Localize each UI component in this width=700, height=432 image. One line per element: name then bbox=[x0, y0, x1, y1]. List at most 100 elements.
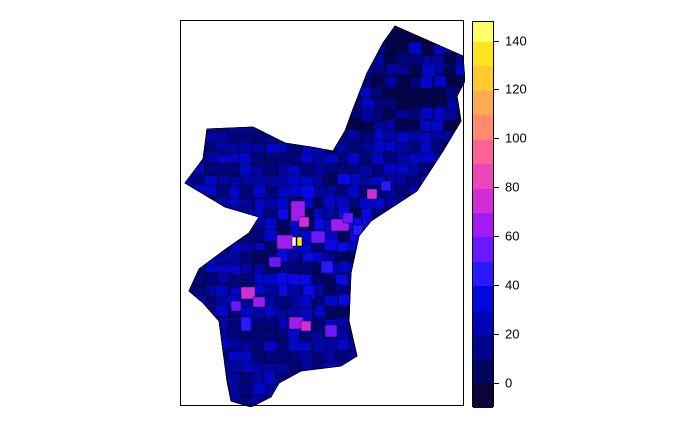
tract bbox=[457, 176, 465, 190]
tract bbox=[347, 152, 360, 167]
tract bbox=[265, 42, 278, 56]
tract bbox=[185, 151, 197, 166]
tract bbox=[446, 174, 459, 187]
tract bbox=[193, 184, 207, 198]
tract bbox=[350, 26, 366, 36]
tract bbox=[216, 184, 232, 199]
tract bbox=[314, 404, 329, 407]
legend-bin-14 bbox=[473, 41, 493, 67]
tract bbox=[408, 42, 424, 55]
tract bbox=[238, 141, 255, 154]
tract bbox=[299, 119, 315, 132]
tract bbox=[290, 132, 305, 145]
tract bbox=[193, 363, 208, 378]
tract bbox=[185, 30, 195, 42]
tract bbox=[314, 130, 328, 144]
tract bbox=[242, 64, 257, 78]
tract bbox=[311, 74, 327, 88]
tract bbox=[395, 242, 410, 257]
tract bbox=[192, 220, 206, 232]
tract bbox=[215, 109, 230, 124]
tract bbox=[398, 263, 414, 278]
tract bbox=[446, 207, 461, 220]
tract bbox=[204, 184, 218, 196]
tract bbox=[276, 42, 290, 55]
legend-bin-7 bbox=[473, 212, 493, 238]
tract bbox=[431, 318, 446, 333]
tract bbox=[203, 242, 219, 255]
tract bbox=[395, 42, 409, 55]
tract bbox=[228, 77, 244, 92]
tract bbox=[323, 140, 338, 153]
tract bbox=[185, 382, 193, 396]
tract bbox=[384, 327, 399, 341]
tract bbox=[406, 395, 421, 407]
legend-tick-label: 140 bbox=[505, 33, 527, 49]
tract bbox=[410, 404, 426, 407]
tract bbox=[432, 349, 446, 362]
tract bbox=[185, 26, 194, 34]
tract bbox=[373, 326, 388, 339]
tract bbox=[349, 54, 362, 67]
tract bbox=[398, 305, 414, 319]
tract bbox=[371, 251, 387, 265]
tract bbox=[322, 207, 336, 221]
tract bbox=[301, 383, 315, 399]
tract bbox=[395, 118, 409, 131]
tract bbox=[203, 351, 219, 366]
tract bbox=[434, 175, 449, 187]
tract bbox=[455, 262, 465, 275]
tract bbox=[347, 263, 361, 277]
tract bbox=[239, 185, 254, 200]
tract bbox=[419, 252, 435, 267]
tract bbox=[239, 55, 254, 69]
legend-tick-label: 60 bbox=[505, 228, 520, 244]
tract bbox=[215, 305, 229, 318]
tract bbox=[288, 338, 301, 352]
tract bbox=[422, 272, 436, 287]
tract bbox=[194, 405, 210, 407]
tract bbox=[240, 262, 253, 276]
tract-high bbox=[268, 256, 282, 268]
tract-high bbox=[352, 224, 364, 236]
tract bbox=[301, 30, 316, 43]
tract bbox=[185, 65, 193, 78]
tract bbox=[359, 306, 374, 319]
legend-tick-mark bbox=[494, 333, 499, 335]
tract bbox=[206, 272, 220, 286]
tract bbox=[432, 362, 446, 377]
tract bbox=[275, 65, 289, 80]
tract bbox=[204, 230, 220, 245]
tract bbox=[191, 272, 205, 287]
tract bbox=[229, 216, 243, 232]
tract bbox=[397, 206, 413, 219]
tract bbox=[276, 121, 291, 136]
tract bbox=[372, 230, 386, 245]
tract bbox=[396, 152, 411, 165]
choropleth-map bbox=[184, 25, 465, 407]
tract bbox=[287, 98, 301, 113]
tract bbox=[385, 250, 401, 262]
tract bbox=[194, 130, 207, 143]
tract bbox=[446, 142, 460, 156]
tract bbox=[372, 371, 387, 385]
tract bbox=[396, 220, 411, 233]
tract bbox=[205, 53, 221, 68]
tract bbox=[263, 99, 278, 113]
tract bbox=[323, 174, 337, 187]
tract-high bbox=[290, 200, 306, 222]
tract bbox=[326, 26, 340, 33]
tract bbox=[421, 42, 437, 55]
tract bbox=[299, 26, 313, 33]
tract bbox=[421, 186, 435, 198]
tract bbox=[227, 26, 243, 35]
tract bbox=[456, 198, 465, 212]
tract bbox=[420, 350, 435, 364]
tract bbox=[250, 152, 265, 164]
tract bbox=[372, 341, 386, 356]
tract bbox=[433, 163, 448, 177]
tract bbox=[433, 275, 448, 290]
tract bbox=[302, 85, 318, 98]
tract bbox=[334, 110, 348, 123]
tract bbox=[433, 371, 447, 385]
